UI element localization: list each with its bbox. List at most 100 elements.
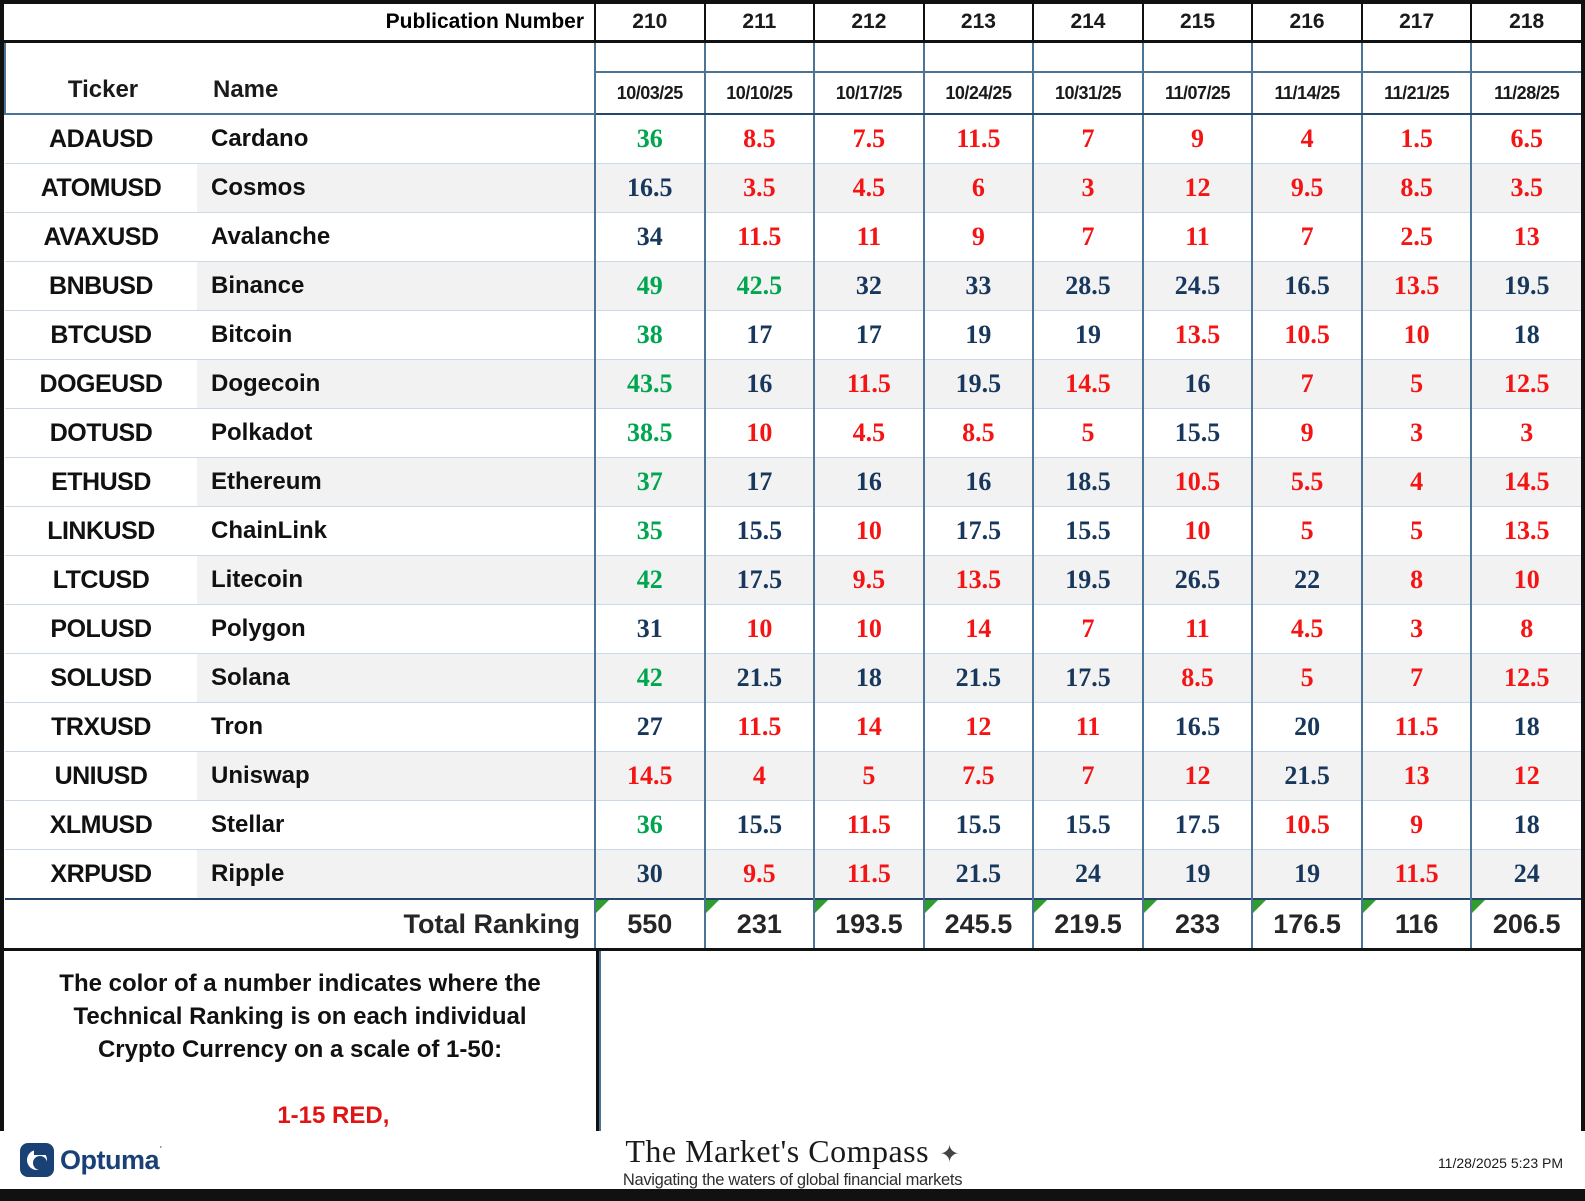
- table-row: TRXUSD Tron 27 11.5 14 12 11 16.5 20 11.5 18: [5, 702, 1581, 752]
- ranking-value-cell: 10: [1360, 310, 1472, 360]
- ranking-value-cell: 7: [1032, 212, 1143, 262]
- ranking-value-cell: 10: [1141, 506, 1253, 556]
- date-cell: 10/17/25: [813, 72, 924, 115]
- ranking-value-cell: 5: [1032, 408, 1143, 458]
- ranking-value-cell: 18.5: [1032, 457, 1143, 507]
- table-row: LTCUSD Litecoin 42 17.5 9.5 13.5 19.5 26.5 22 8 10: [5, 555, 1581, 605]
- spacer-cell: [1032, 41, 1143, 73]
- ticker-cell: POLUSD: [5, 604, 197, 654]
- ranking-value-cell: 7: [1251, 212, 1362, 262]
- ticker-cell: SOLUSD: [5, 653, 197, 703]
- publication-number-row: Publication Number 210 211 212 213 214 215 216…: [5, 4, 1581, 43]
- ranking-value-cell: 30: [594, 849, 705, 900]
- ranking-value-cell: 18: [1470, 310, 1581, 360]
- table-row: BNBUSD Binance 49 42.5 32 33 28.5 24.5 16.5 13.5 1…: [5, 261, 1581, 311]
- name-column-header: Name: [213, 76, 279, 103]
- ticker-cell: DOTUSD: [5, 408, 197, 458]
- ranking-value-cell: 33: [922, 261, 1034, 311]
- ranking-value-cell: 19: [1141, 849, 1253, 900]
- ranking-value-cell: 16.5: [594, 163, 705, 213]
- ranking-value-cell: 5: [813, 751, 924, 801]
- optuma-logo-icon: [20, 1143, 54, 1177]
- comment-indicator-triangle: [1143, 900, 1157, 913]
- ranking-value-cell: 27: [594, 702, 705, 752]
- ranking-value-cell: 6: [922, 163, 1034, 213]
- ranking-value-cell: 14.5: [1032, 359, 1143, 409]
- ranking-value-cell: 3: [1032, 163, 1143, 213]
- ranking-value-cell: 19: [1032, 310, 1143, 360]
- comment-indicator-triangle: [1362, 900, 1376, 913]
- ranking-value-cell: 12: [1141, 751, 1253, 801]
- ranking-value-cell: 15.5: [1032, 506, 1143, 556]
- ticker-cell: BNBUSD: [5, 261, 197, 311]
- ranking-value-cell: 4: [703, 751, 815, 801]
- ranking-value-cell: 8: [1470, 604, 1581, 654]
- ranking-value-cell: 21.5: [1251, 751, 1362, 801]
- ranking-value-cell: 24.5: [1141, 261, 1253, 311]
- table-row: DOGEUSD Dogecoin 43.5 16 11.5 19.5 14.5 16 7 5 12.…: [5, 359, 1581, 409]
- legend-red-range: 1-15 RED,: [277, 1102, 390, 1129]
- ranking-value-cell: 8.5: [922, 408, 1034, 458]
- ranking-value-cell: 13.5: [1470, 506, 1581, 556]
- ticker-cell: ADAUSD: [5, 114, 197, 164]
- ranking-value-cell: 8.5: [1360, 163, 1472, 213]
- ranking-value-cell: 42: [594, 653, 705, 703]
- ranking-value-cell: 4.5: [813, 163, 924, 213]
- name-cell: Tron: [197, 702, 596, 752]
- publication-number-cell: 214: [1032, 4, 1143, 43]
- spacer-cell: [1251, 41, 1362, 73]
- table-row: UNIUSD Uniswap 14.5 4 5 7.5 7 12 21.5 13 12: [5, 751, 1581, 801]
- table-row: ADAUSD Cardano 36 8.5 7.5 11.5 7 9 4 1.5 6.5: [5, 114, 1581, 164]
- ranking-value-cell: 7: [1032, 751, 1143, 801]
- comment-indicator-triangle: [815, 900, 829, 913]
- ranking-value-cell: 16: [813, 457, 924, 507]
- name-cell: ChainLink: [197, 506, 596, 556]
- ranking-value-cell: 21.5: [703, 653, 815, 703]
- ranking-value-cell: 11.5: [813, 800, 924, 850]
- ranking-value-cell: 19: [922, 310, 1034, 360]
- ranking-value-cell: 12: [922, 702, 1034, 752]
- ranking-value-cell: 3: [1360, 408, 1472, 458]
- comment-indicator-triangle: [1472, 900, 1486, 913]
- ranking-value-cell: 18: [813, 653, 924, 703]
- ranking-value-cell: 9.5: [1251, 163, 1362, 213]
- compass-rose-icon: ✦: [939, 1141, 960, 1168]
- spacer-row: Ticker Name: [3, 41, 1581, 115]
- name-cell: Ethereum: [197, 457, 596, 507]
- date-cell: 11/21/25: [1360, 72, 1472, 115]
- ranking-value-cell: 11.5: [813, 849, 924, 900]
- ranking-value-cell: 15.5: [922, 800, 1034, 850]
- site-title: The Market's Compass: [625, 1133, 930, 1169]
- ranking-value-cell: 3.5: [703, 163, 815, 213]
- ranking-value-cell: 4: [1251, 114, 1362, 164]
- ranking-value-cell: 5: [1360, 359, 1472, 409]
- ranking-value-cell: 12: [1470, 751, 1581, 801]
- ranking-value-cell: 5: [1251, 653, 1362, 703]
- total-ranking-row: Total Ranking 550 231 193.5 245.5 219.5 233 17…: [5, 898, 1581, 948]
- ranking-value-cell: 26.5: [1141, 555, 1253, 605]
- ticker-cell: LTCUSD: [5, 555, 197, 605]
- publication-number-cell: 216: [1251, 4, 1362, 43]
- ranking-value-cell: 14: [813, 702, 924, 752]
- ranking-value-cell: 13.5: [1141, 310, 1253, 360]
- publication-number-cell: 217: [1360, 4, 1472, 43]
- ranking-value-cell: 19.5: [922, 359, 1034, 409]
- publication-number-label: Publication Number: [5, 4, 597, 43]
- table-row: XLMUSD Stellar 36 15.5 11.5 15.5 15.5 17.5 10.5 9…: [5, 800, 1581, 850]
- ticker-cell: AVAXUSD: [5, 212, 197, 262]
- ranking-value-cell: 18: [1470, 702, 1581, 752]
- ranking-value-cell: 9.5: [703, 849, 815, 900]
- name-cell: Bitcoin: [197, 310, 596, 360]
- ranking-value-cell: 1.5: [1360, 114, 1472, 164]
- table-row: SOLUSD Solana 42 21.5 18 21.5 17.5 8.5 5 7 12.5: [5, 653, 1581, 703]
- total-ranking-cell: 245.5: [922, 898, 1034, 948]
- ranking-value-cell: 10.5: [1251, 800, 1362, 850]
- table-row: LINKUSD ChainLink 35 15.5 10 17.5 15.5 10 5 5 13.5: [5, 506, 1581, 556]
- ranking-value-cell: 17.5: [703, 555, 815, 605]
- ranking-value-cell: 17: [813, 310, 924, 360]
- date-cell: 10/03/25: [594, 72, 705, 115]
- name-cell: Cosmos: [197, 163, 596, 213]
- ranking-value-cell: 4.5: [1251, 604, 1362, 654]
- ranking-value-cell: 11.5: [922, 114, 1034, 164]
